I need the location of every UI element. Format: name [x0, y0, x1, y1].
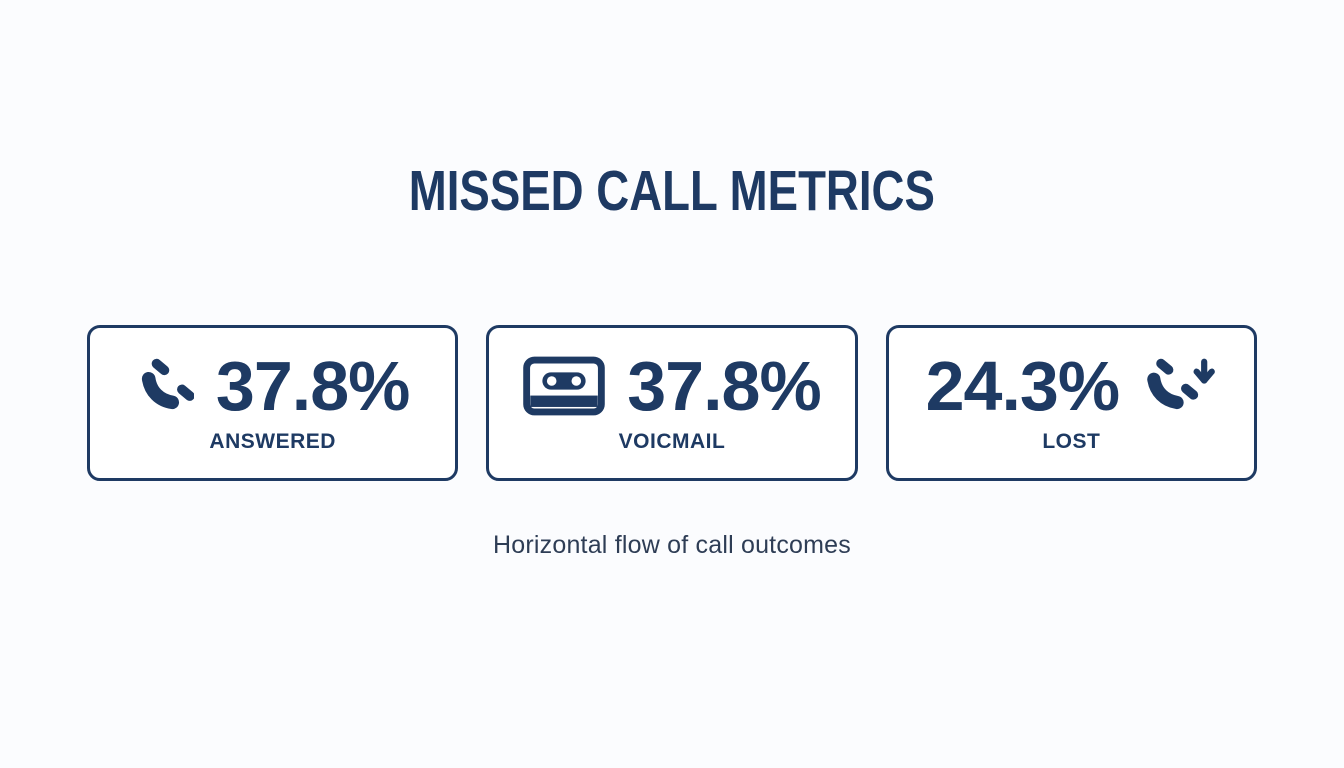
metric-label: LOST	[1042, 430, 1101, 454]
metric-value: 37.8%	[627, 347, 821, 426]
page-title: MISSED CALL METRICS	[408, 159, 936, 223]
metric-label: VOICMAIL	[618, 430, 726, 454]
metric-card-answered: 37.8% ANSWERED	[87, 324, 459, 481]
phone-icon	[136, 357, 194, 415]
metric-label: ANSWERED	[209, 430, 336, 454]
missed-call-icon	[1141, 355, 1217, 417]
metric-card-voicemail: 37.8% VOICMAIL	[486, 324, 858, 481]
metric-row: 37.8%	[136, 347, 410, 426]
metric-value: 24.3%	[925, 347, 1120, 426]
metric-row: 24.3%	[926, 351, 1217, 421]
metric-row: 37.8%	[523, 347, 822, 426]
metric-card-lost: 24.3% LOST	[885, 324, 1257, 481]
metric-value: 37.8%	[215, 347, 410, 426]
cassette-icon	[523, 356, 606, 416]
metric-cards-row: 37.8% ANSWERED 37.8% VOICMAIL	[87, 324, 1257, 481]
caption-text: Horizontal flow of call outcomes	[493, 530, 851, 559]
